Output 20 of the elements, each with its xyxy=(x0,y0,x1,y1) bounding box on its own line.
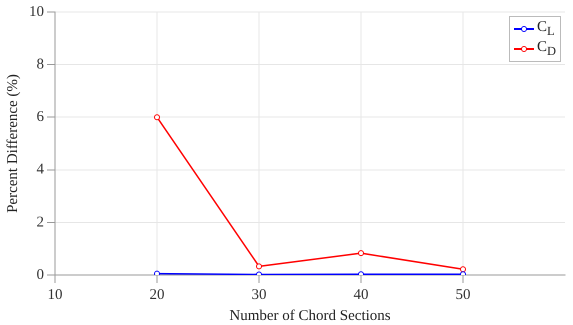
x-tick-label: 30 xyxy=(252,286,266,303)
y-tick-label: 0 xyxy=(36,266,44,283)
point xyxy=(154,114,160,120)
point xyxy=(460,266,466,272)
y-tick-label: 4 xyxy=(36,162,44,178)
legend-label: C$_{L}$ xyxy=(537,19,555,39)
y-axis-title: Percent Difference (%) xyxy=(4,74,21,213)
x-tick-label: 10 xyxy=(48,286,62,303)
y-tick-label: 8 xyxy=(36,56,44,73)
point xyxy=(358,250,364,256)
y-tick-label: 6 xyxy=(36,109,44,126)
point xyxy=(154,270,160,275)
point xyxy=(256,263,262,270)
x-tick-label: 40 xyxy=(354,286,368,303)
x-axis-title: Number of Chord Sections xyxy=(229,308,391,324)
y-tick-label: 2 xyxy=(36,214,44,230)
x-tick-label: 20 xyxy=(150,286,164,303)
y-tick-label: 10 xyxy=(29,4,44,20)
legend-label: C$_{D}$ xyxy=(537,39,556,59)
x-tick-label: 50 xyxy=(456,286,470,303)
